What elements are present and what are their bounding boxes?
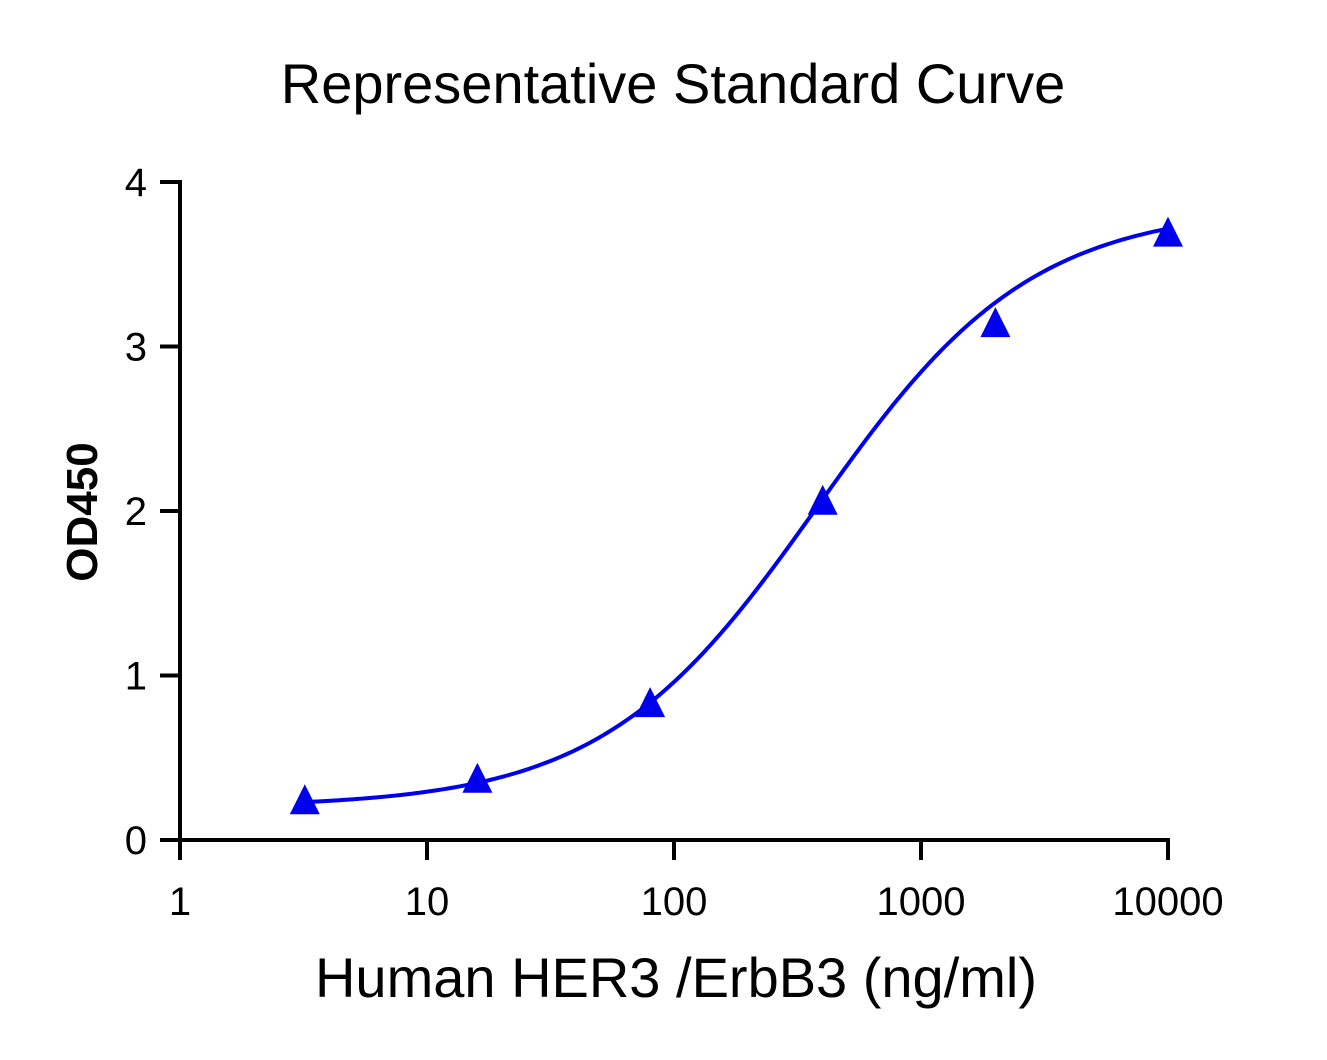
x-tick-label: 10: [405, 880, 450, 924]
y-axis: 0 1 2 3 4: [125, 161, 182, 863]
y-axis-label: OD450: [58, 442, 107, 581]
data-point-triangle: [980, 307, 1011, 338]
y-tick-label: 2: [125, 490, 147, 534]
x-tick-label: 1000: [877, 880, 966, 924]
y-tick-label: 1: [125, 655, 147, 699]
data-point-triangle: [635, 687, 666, 718]
data-points: [289, 216, 1183, 815]
data-point-triangle: [807, 484, 838, 515]
x-tick-label: 100: [641, 880, 708, 924]
x-tick-label: 1: [169, 880, 191, 924]
data-point-triangle: [1153, 216, 1183, 247]
y-tick-label: 4: [125, 161, 147, 205]
y-tick-label: 0: [125, 819, 147, 863]
fit-curve: [304, 226, 1169, 805]
x-axis: 1 10 100 1000 10000: [169, 838, 1224, 924]
x-tick-label: 10000: [1112, 880, 1223, 924]
y-tick-label: 3: [125, 326, 147, 370]
data-point-triangle: [462, 762, 493, 793]
data-point-triangle: [289, 784, 320, 815]
x-axis-label: Human HER3 /ErbB3 (ng/ml): [315, 946, 1037, 1009]
chart-title: Representative Standard Curve: [281, 52, 1065, 115]
